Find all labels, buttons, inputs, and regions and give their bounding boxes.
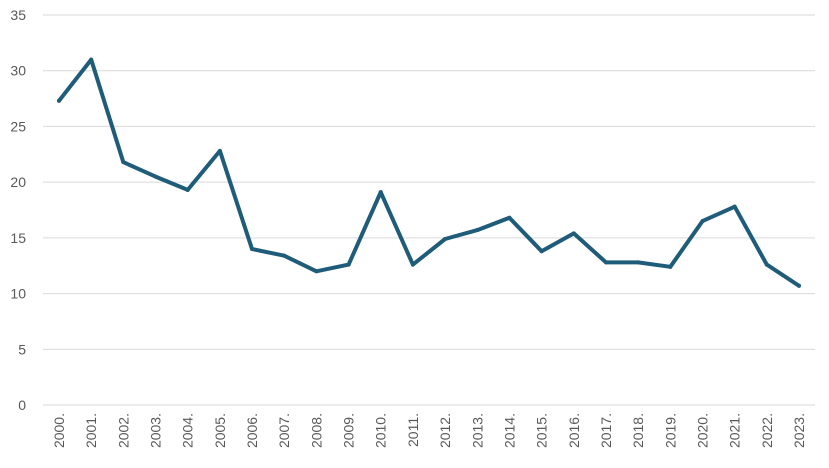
y-tick-label: 5 [18, 341, 26, 357]
series-line [57, 57, 801, 288]
x-tick-label: 2010. [373, 413, 389, 448]
x-tick-label: 2019. [662, 413, 678, 448]
x-tick-label: 2018. [630, 413, 646, 448]
data-point [250, 247, 255, 251]
x-tick-label: 2008. [308, 413, 324, 448]
series-layer [57, 57, 801, 288]
gridlines [43, 14, 815, 406]
y-tick-label: 0 [18, 397, 26, 413]
x-tick-label: 2012. [437, 413, 453, 448]
data-point [346, 262, 351, 267]
x-axis-ticks: 2000. 2001. 2002. 2003. 2004. 2005. 2006. 2007.… [51, 413, 807, 448]
x-tick-label: 2013. [469, 413, 485, 448]
data-point [764, 262, 769, 267]
data-point [732, 204, 737, 209]
x-tick-label: 2009. [341, 413, 357, 448]
x-tick-label: 2016. [566, 413, 582, 448]
data-point [603, 260, 608, 265]
x-tick-label: 2023. [791, 413, 807, 448]
data-point [507, 215, 512, 220]
data-point [636, 260, 641, 265]
x-tick-label: 2007. [276, 413, 292, 448]
data-point [797, 283, 801, 288]
data-point [121, 160, 126, 165]
x-tick-label: 2000. [51, 413, 67, 448]
data-point [571, 231, 576, 236]
x-tick-label: 2006. [244, 413, 260, 448]
x-tick-label: 2005. [212, 413, 228, 448]
y-tick-label: 10 [10, 286, 26, 302]
data-point [89, 57, 94, 62]
y-tick-label: 25 [10, 118, 26, 134]
data-point [539, 249, 544, 254]
data-point [410, 262, 415, 267]
x-tick-label: 2020. [694, 413, 710, 448]
x-tick-label: 2017. [598, 413, 614, 448]
x-tick-label: 2022. [759, 413, 775, 448]
x-tick-label: 2003. [148, 413, 164, 448]
data-point [475, 228, 480, 233]
data-point [185, 187, 190, 192]
data-point [668, 264, 673, 269]
x-tick-label: 2001. [83, 413, 99, 448]
x-tick-label: 2002. [115, 413, 131, 448]
data-point [217, 148, 222, 153]
y-tick-label: 30 [10, 63, 26, 79]
data-point [314, 269, 319, 274]
x-tick-label: 2014. [501, 413, 517, 448]
y-tick-label: 15 [10, 230, 26, 246]
data-point [378, 190, 383, 195]
y-tick-label: 35 [10, 7, 26, 23]
data-point [443, 236, 448, 241]
data-point [282, 253, 287, 258]
x-tick-label: 2004. [180, 413, 196, 448]
x-tick-label: 2015. [534, 413, 550, 448]
x-tick-label: 2021. [727, 413, 743, 448]
data-point [153, 174, 158, 179]
y-axis-ticks: 0 5 10 15 20 25 30 35 [10, 7, 26, 413]
y-tick-label: 20 [10, 174, 26, 190]
data-point [700, 219, 705, 224]
data-point [57, 98, 61, 103]
x-tick-label: 2011. [405, 413, 421, 447]
